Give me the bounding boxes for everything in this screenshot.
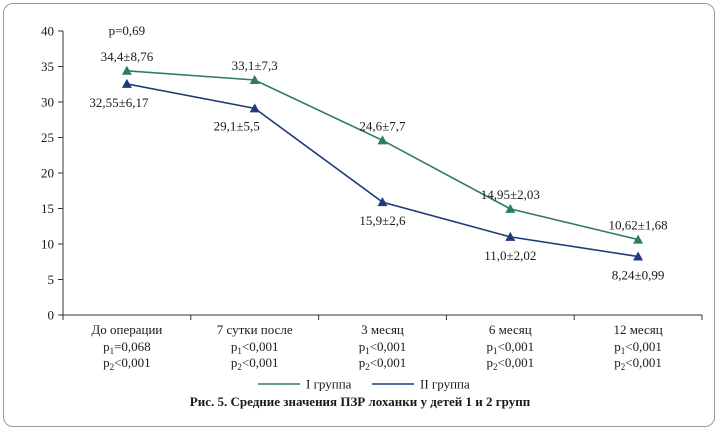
p-value-annotation: p=0,69 <box>109 23 146 38</box>
x-category-p1: p1<0,001 <box>614 339 662 356</box>
y-tick-label: 15 <box>41 201 54 216</box>
y-tick-label: 20 <box>41 166 54 181</box>
data-point-marker <box>633 251 644 261</box>
y-tick-label: 0 <box>48 308 55 323</box>
x-category-label: 7 сутки после <box>217 322 293 337</box>
data-point-marker <box>249 74 260 84</box>
x-category-label: 12 месяц <box>613 322 662 337</box>
x-category-p1: p1<0,001 <box>359 339 407 356</box>
x-category-p2: p2<0,001 <box>614 355 662 372</box>
y-tick-label: 40 <box>41 24 54 39</box>
data-label: 11,0±2,02 <box>484 248 536 263</box>
y-tick-label: 10 <box>41 237 54 252</box>
x-category-p2: p2<0,001 <box>487 355 535 372</box>
data-point-marker <box>121 65 132 75</box>
x-category-p2: p2<0,001 <box>231 355 279 372</box>
y-tick-label: 35 <box>41 59 54 74</box>
data-point-marker <box>505 231 516 241</box>
data-label: 8,24±0,99 <box>612 267 665 282</box>
data-point-marker <box>633 234 644 244</box>
x-category-label: 6 месяц <box>489 322 532 337</box>
x-category-p1: p1=0,068 <box>103 339 151 356</box>
x-category-p1: p1<0,001 <box>487 339 535 356</box>
data-point-marker <box>377 135 388 145</box>
x-category-p1: p1<0,001 <box>231 339 279 356</box>
data-label: 32,55±6,17 <box>89 95 149 110</box>
y-tick-label: 5 <box>48 272 55 287</box>
data-point-marker <box>121 78 132 88</box>
y-tick-label: 25 <box>41 130 54 145</box>
series-layer <box>121 65 644 261</box>
data-point-marker <box>249 103 260 113</box>
data-point-marker <box>377 197 388 207</box>
chart-title: Рис. 5. Средние значения ПЗР лоханки у д… <box>190 394 531 409</box>
data-labels: 34,4±8,76 33,1±7,3 24,6±7,7 14,95±2,03 10,62… <box>89 49 667 283</box>
x-category-label: 3 месяц <box>361 322 404 337</box>
legend-label: II группа <box>420 377 470 392</box>
series-line-2 <box>126 83 639 258</box>
x-category-label: До операции <box>91 322 162 337</box>
x-category-p2: p2<0,001 <box>359 355 407 372</box>
data-label: 24,6±7,7 <box>359 118 406 133</box>
x-category-p2: p2<0,001 <box>103 355 151 372</box>
legend: I группа II группа <box>258 377 470 392</box>
legend-label: I группа <box>306 377 352 392</box>
data-label: 10,62±1,68 <box>609 218 668 233</box>
data-label: 14,95±2,03 <box>481 187 540 202</box>
data-label: 29,1±5,5 <box>214 118 260 133</box>
y-tick-label: 30 <box>41 95 54 110</box>
data-label: 34,4±8,76 <box>101 49 154 64</box>
data-label: 15,9±2,6 <box>359 213 406 228</box>
figure-frame <box>3 3 715 427</box>
data-label: 33,1±7,3 <box>232 58 278 73</box>
data-point-marker <box>505 203 516 213</box>
